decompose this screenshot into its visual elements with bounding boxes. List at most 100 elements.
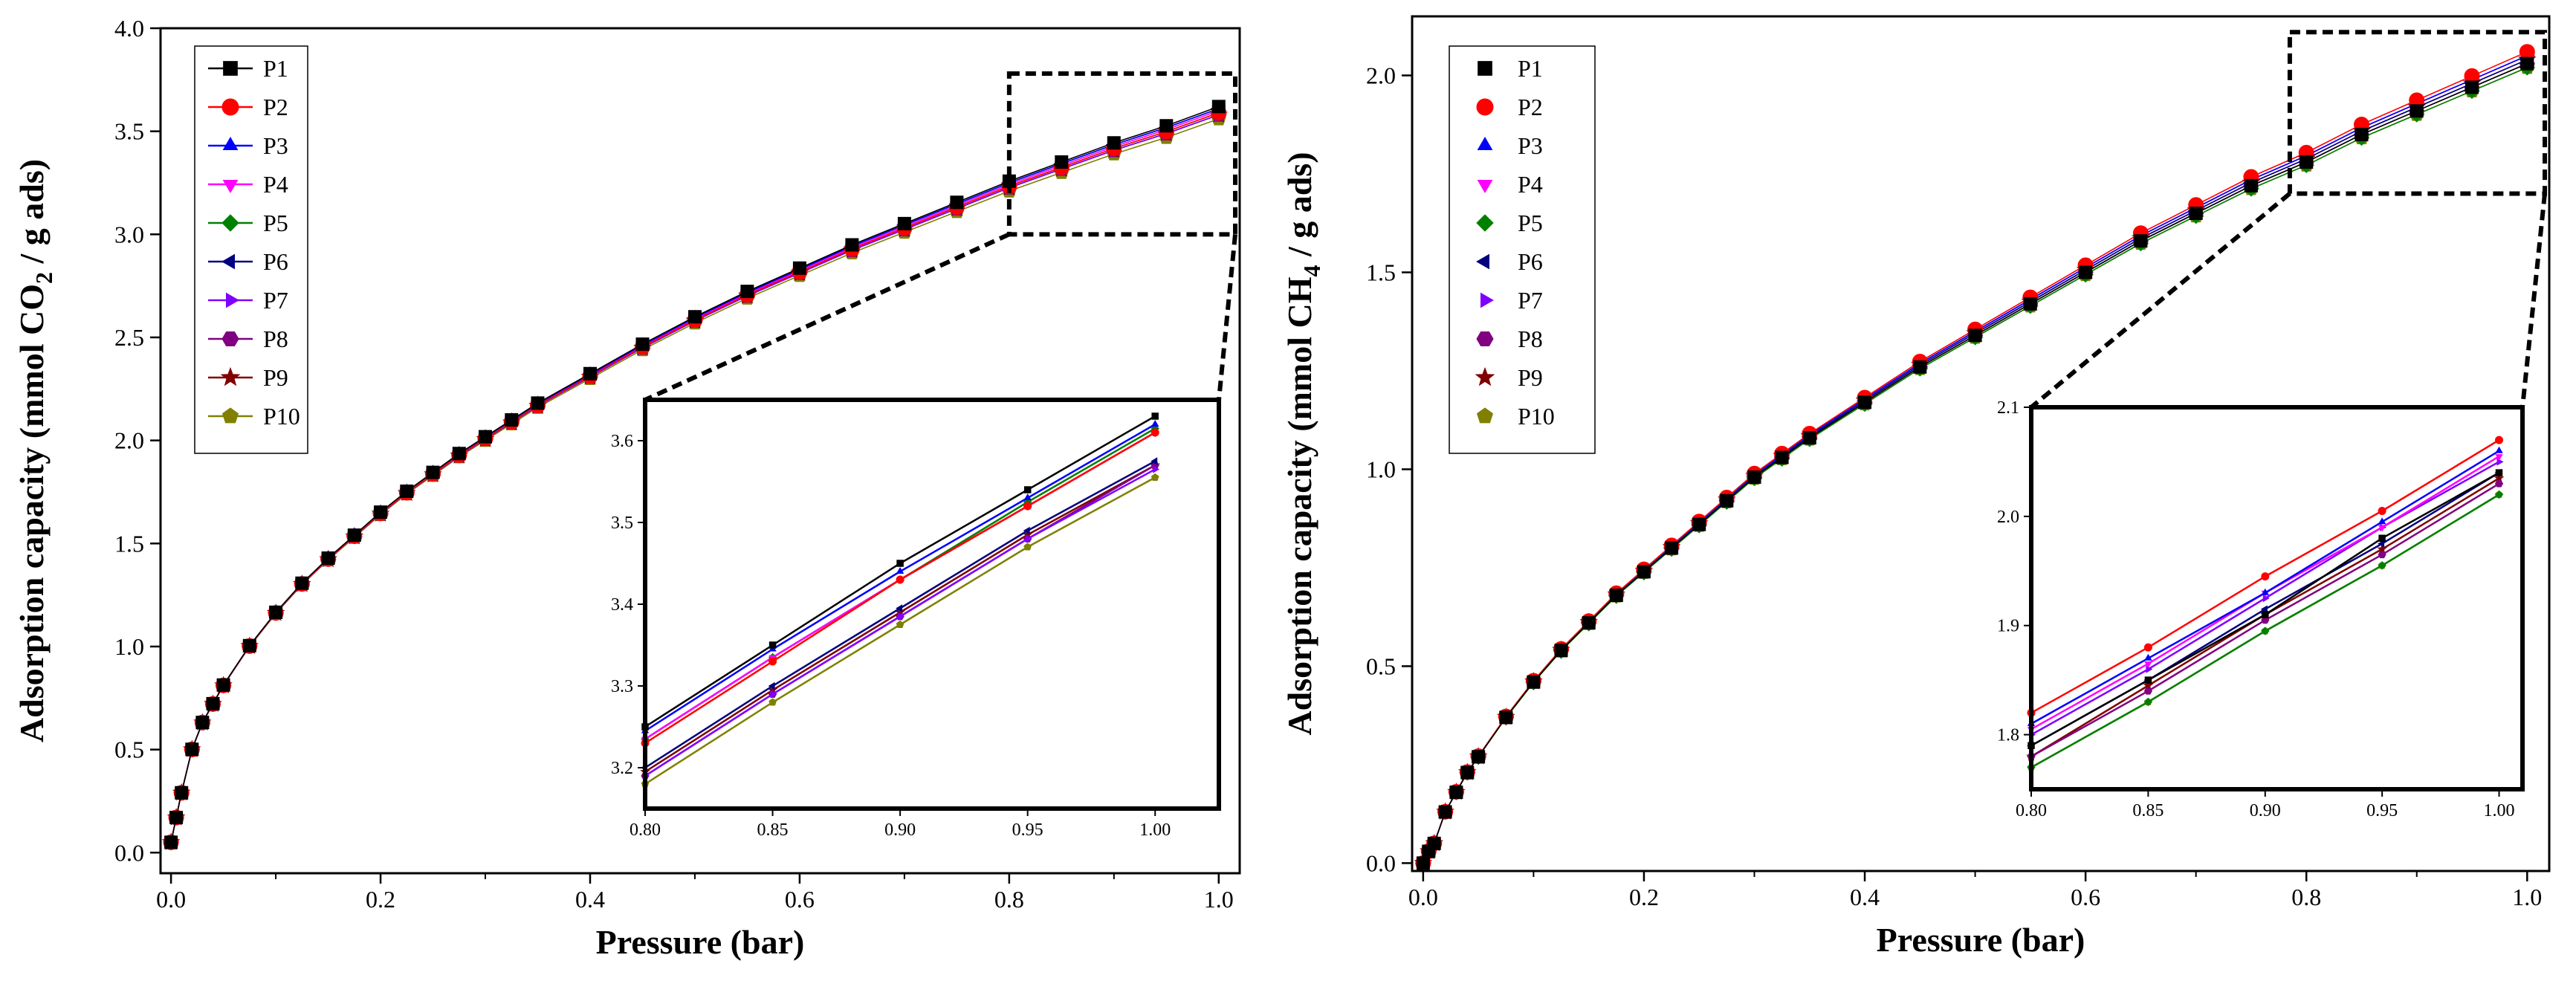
legend-box [1449,45,1596,454]
inset-data-point [2144,676,2152,684]
zoom-connector [2030,192,2291,409]
inset-y-tick-label: 3.3 [611,677,633,696]
data-point [635,337,650,352]
data-point [479,430,492,444]
legend-label: P7 [263,287,288,314]
inset-data-point [896,566,904,574]
inset-data-point [896,560,904,567]
legend-marker [1476,253,1489,270]
data-point [1665,541,1679,555]
inset-data-point [2378,551,2386,559]
inset-data-point [768,681,775,690]
legend-label: P4 [1518,171,1543,198]
legend-label: P5 [1518,210,1543,236]
inset-x-tick-label: 1.00 [1139,820,1171,840]
inset-data-point [2143,687,2152,695]
inset-data-point [2378,525,2386,532]
legend-label: P8 [263,326,288,352]
y-tick-label: 0.0 [114,839,144,866]
inset-data-point [1151,419,1159,427]
x-tick-label: 0.4 [1850,884,1880,910]
data-point [1438,805,1452,819]
legend-label: P6 [263,248,288,275]
y-tick-label: 0.5 [1366,653,1396,679]
plot-frame [1411,15,2551,872]
data-point [195,716,210,730]
data-point [1159,119,1174,133]
inset-data-point [1023,526,1030,535]
legend-marker [1476,407,1494,424]
plot-frame [159,27,1241,875]
legend-label: P1 [1518,55,1543,82]
inset-data-point [896,575,904,584]
inset-data-point [2262,594,2270,603]
x-tick-label: 0.0 [1408,884,1438,910]
x-tick-label: 0.2 [366,886,395,913]
inset-y-tick-label: 2.1 [1997,398,2019,418]
y-tick-label: 4.0 [114,15,144,42]
y-tick-label: 0.5 [114,736,144,763]
inset-background [2031,407,2522,789]
data-point [2023,297,2037,311]
data-point [1416,856,1430,870]
inset-data-point [1151,428,1159,437]
co2-panel: 0.0 0.2 0.4 0.6 0.8 1.0 0.0 0.5 1.0 1.5 2.0 2.5 3.0 3… [13,15,1241,961]
inset-frame [2029,405,2525,791]
inset-y-tick-label: 2.0 [1997,508,2019,527]
data-point [845,238,859,252]
y-axis-title: Adsorption capacity (mmol CO2 / g ads) [13,159,57,742]
legend-marker [1480,292,1494,308]
legend-label: P3 [1518,132,1543,159]
data-point [2520,56,2534,71]
inset-data-point [2143,697,2153,707]
data-point [1499,710,1513,725]
legend-marker [221,214,239,232]
data-point [175,786,189,800]
legend: P1 P2 P3 P4 P5 P6 P7 P8 P9 P10 [1449,45,1596,454]
legend-label: P2 [263,94,288,120]
inset-x-tick-label: 0.80 [630,820,661,840]
x-axis-title: Pressure (bar) [596,923,805,961]
inset-data-point [1025,534,1032,543]
data-point [347,528,361,543]
legend-marker [222,137,239,150]
inset-data-point [1151,473,1159,482]
legend-label: P10 [1518,403,1555,430]
data-point [531,396,545,410]
data-point [2244,178,2258,192]
data-point [897,216,911,230]
inset-data-point [2378,507,2386,515]
legend-label: P3 [263,132,288,159]
inset-data-point [768,698,777,706]
y-tick-label: 1.0 [1366,456,1396,482]
inset-data-point [2494,490,2504,499]
data-point [2465,80,2479,94]
data-point [1802,431,1816,445]
inset-data-point [2378,534,2386,542]
data-point [1211,100,1226,114]
inset-x-tick-label: 0.85 [757,820,789,840]
inset-data-point [2378,561,2386,570]
inset-x-tick-label: 0.95 [2366,801,2398,820]
data-point [950,195,964,210]
legend-marker [1475,366,1495,386]
data-point [242,638,256,653]
data-point [1720,493,1734,508]
zoom-highlight-box [2287,30,2548,196]
y-tick-label: 1.0 [114,633,144,660]
data-point [1609,589,1623,602]
data-point [400,485,414,498]
data-point [1637,565,1651,579]
inset-data-point [2261,572,2270,581]
inset-data-point [770,690,777,699]
data-point [169,811,184,824]
x-axis-title: Pressure (bar) [1877,921,2085,959]
y-axis-title-part: / g ads) [1281,152,1318,265]
inset-data-point [1023,493,1032,500]
data-point [1692,517,1706,531]
legend-label: P2 [1518,94,1543,120]
data-point [2355,128,2369,141]
legend-marker [222,180,239,193]
x-tick-label: 0.8 [994,886,1024,913]
